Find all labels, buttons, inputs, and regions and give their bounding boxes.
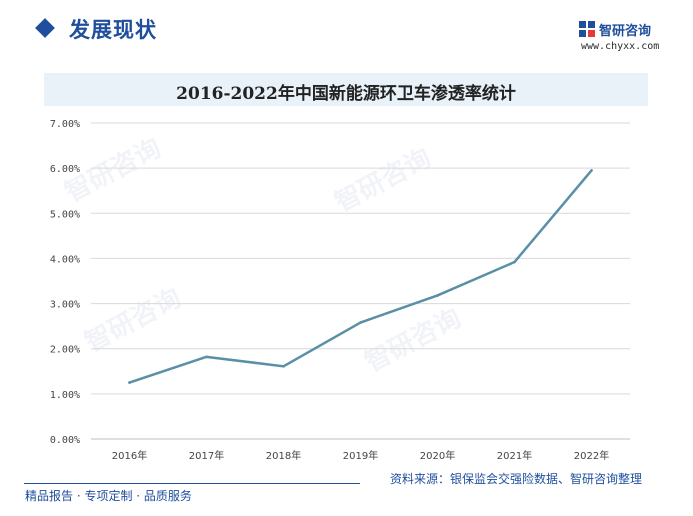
y-tick-label: 5.00% — [50, 209, 80, 220]
y-tick-label: 7.00% — [50, 119, 80, 130]
y-tick-label: 4.00% — [50, 254, 80, 265]
data-point — [436, 294, 439, 297]
data-point — [590, 169, 593, 172]
y-tick-label: 6.00% — [50, 164, 80, 175]
y-tick-label: 0.00% — [50, 435, 80, 446]
y-tick-label: 2.00% — [50, 345, 80, 356]
x-tick-label: 2020年 — [420, 449, 455, 462]
page-header: 发展现状 智研咨询 www.chyxx.com — [0, 0, 693, 70]
series-line — [128, 169, 593, 384]
data-point — [513, 260, 516, 264]
chart-title-bar: 2016-2022年中国新能源环卫车渗透率统计 — [44, 73, 648, 106]
section-title: 发展现状 — [69, 18, 157, 42]
data-point — [282, 365, 285, 368]
data-point — [128, 381, 131, 384]
brand-name: 智研咨询 — [599, 24, 652, 39]
brand-url[interactable]: www.chyxx.com — [581, 41, 660, 52]
chart-title: 2016-2022年中国新能源环卫车渗透率统计 — [176, 84, 516, 104]
y-tick-label: 1.00% — [50, 390, 80, 401]
y-tick-label: 3.00% — [50, 300, 80, 311]
data-source: 资料来源：银保监会交强险数据、智研咨询整理 — [390, 472, 643, 486]
brand-logo[interactable]: 智研咨询 www.chyxx.com — [578, 20, 678, 60]
footer-divider — [24, 483, 360, 484]
x-tick-label: 2019年 — [343, 449, 378, 462]
x-tick-label: 2016年 — [112, 449, 147, 462]
x-tick-label: 2017年 — [189, 449, 224, 462]
brand-mark-icon — [579, 21, 595, 37]
x-tick-label: 2022年 — [574, 449, 609, 462]
x-tick-label: 2021年 — [497, 449, 532, 462]
data-point — [359, 321, 362, 324]
data-point — [205, 355, 208, 359]
footer-tagline: 精品报告 · 专项定制 · 品质服务 — [25, 489, 192, 503]
x-tick-label: 2018年 — [266, 449, 301, 462]
